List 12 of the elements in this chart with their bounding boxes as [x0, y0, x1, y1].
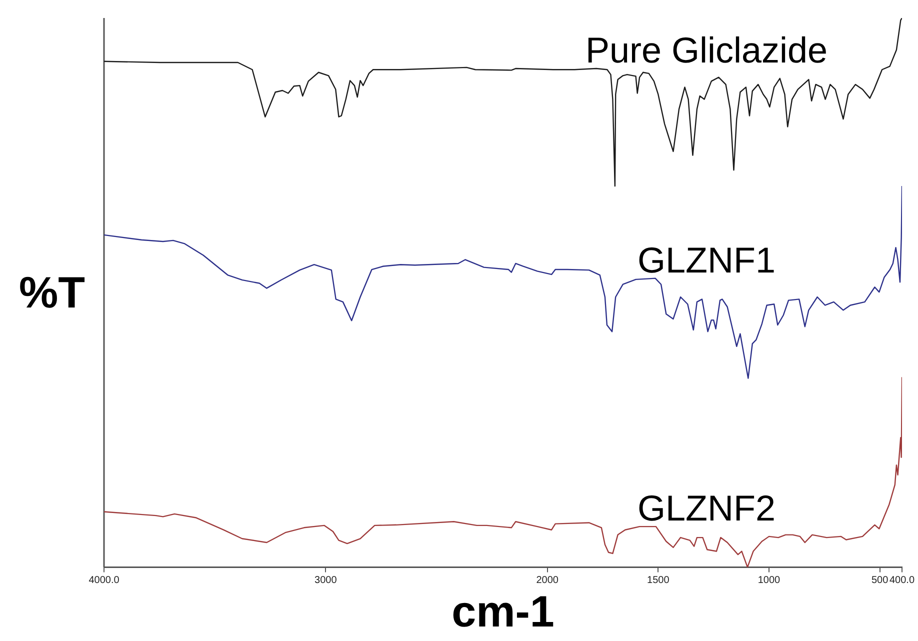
- series-label: GLZNF2: [637, 488, 776, 529]
- x-axis-title: cm-1: [452, 588, 554, 637]
- x-tick-label: 1000: [758, 574, 781, 586]
- series-label: GLZNF1: [637, 239, 776, 280]
- x-tick-label: 3000: [314, 574, 338, 586]
- y-axis-title: %T: [19, 268, 86, 318]
- x-tick-label: 2000: [536, 574, 559, 586]
- x-tick-label: 500: [871, 574, 889, 586]
- x-tick-label: 4000.0: [88, 574, 120, 586]
- x-tick-label: 400.0: [889, 574, 915, 586]
- series-label: Pure Gliclazide: [585, 30, 828, 71]
- x-tick-label: 1500: [647, 574, 670, 586]
